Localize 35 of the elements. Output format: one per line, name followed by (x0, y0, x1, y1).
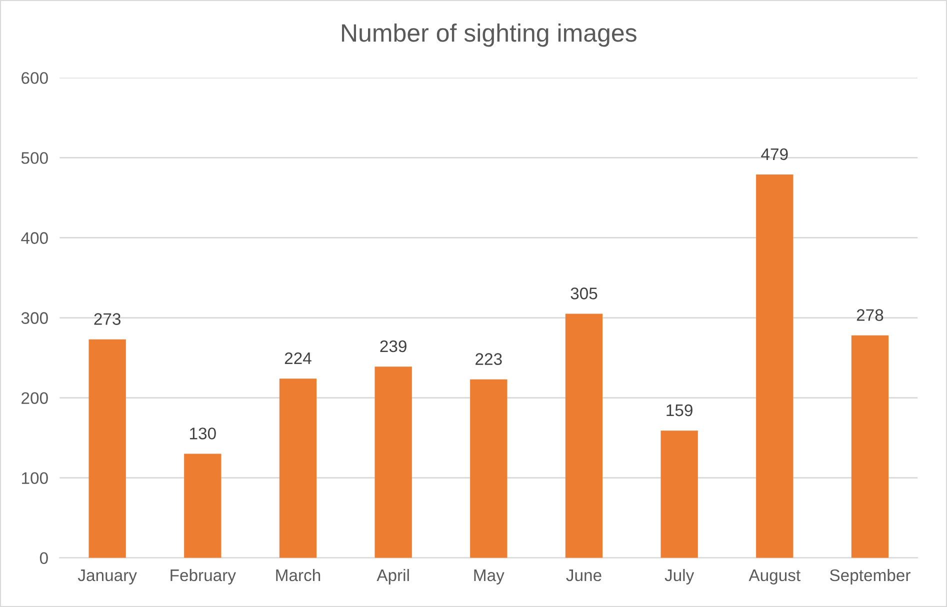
y-tick-label: 300 (21, 312, 48, 324)
bar (88, 339, 126, 558)
data-label: 479 (761, 148, 788, 160)
x-tick-label: July (664, 568, 694, 584)
y-tick-label: 500 (21, 152, 48, 164)
data-label: 130 (190, 428, 216, 440)
y-tick-label: 100 (22, 472, 48, 484)
data-label: 273 (94, 313, 120, 325)
bar (851, 335, 889, 558)
bar (756, 174, 794, 558)
bar (184, 454, 222, 558)
x-tick-label: April (376, 568, 409, 584)
data-label: 224 (284, 352, 312, 364)
x-tick-label: May (474, 570, 504, 584)
x-tick-label: September (830, 568, 910, 584)
x-tick-label: June (566, 570, 602, 582)
bar (470, 379, 508, 558)
bar (660, 430, 698, 558)
data-label: 159 (666, 404, 692, 416)
data-label: 278 (856, 309, 884, 321)
x-tick-label: August (748, 570, 800, 584)
data-label: 239 (380, 340, 406, 352)
bar (279, 378, 317, 558)
x-tick-label: February (170, 568, 236, 584)
bar (565, 314, 603, 558)
x-tick-label: January (78, 570, 137, 584)
x-tick-label: March (276, 568, 320, 582)
y-tick-label: 400 (21, 232, 48, 244)
chart-title: Number of sighting images (342, 23, 636, 47)
data-label: 305 (570, 288, 598, 300)
y-tick-label: 0 (40, 552, 48, 564)
data-label: 223 (476, 353, 502, 365)
bar (374, 366, 412, 558)
y-tick-label: 600 (22, 72, 48, 84)
y-tick-label: 200 (22, 392, 48, 404)
